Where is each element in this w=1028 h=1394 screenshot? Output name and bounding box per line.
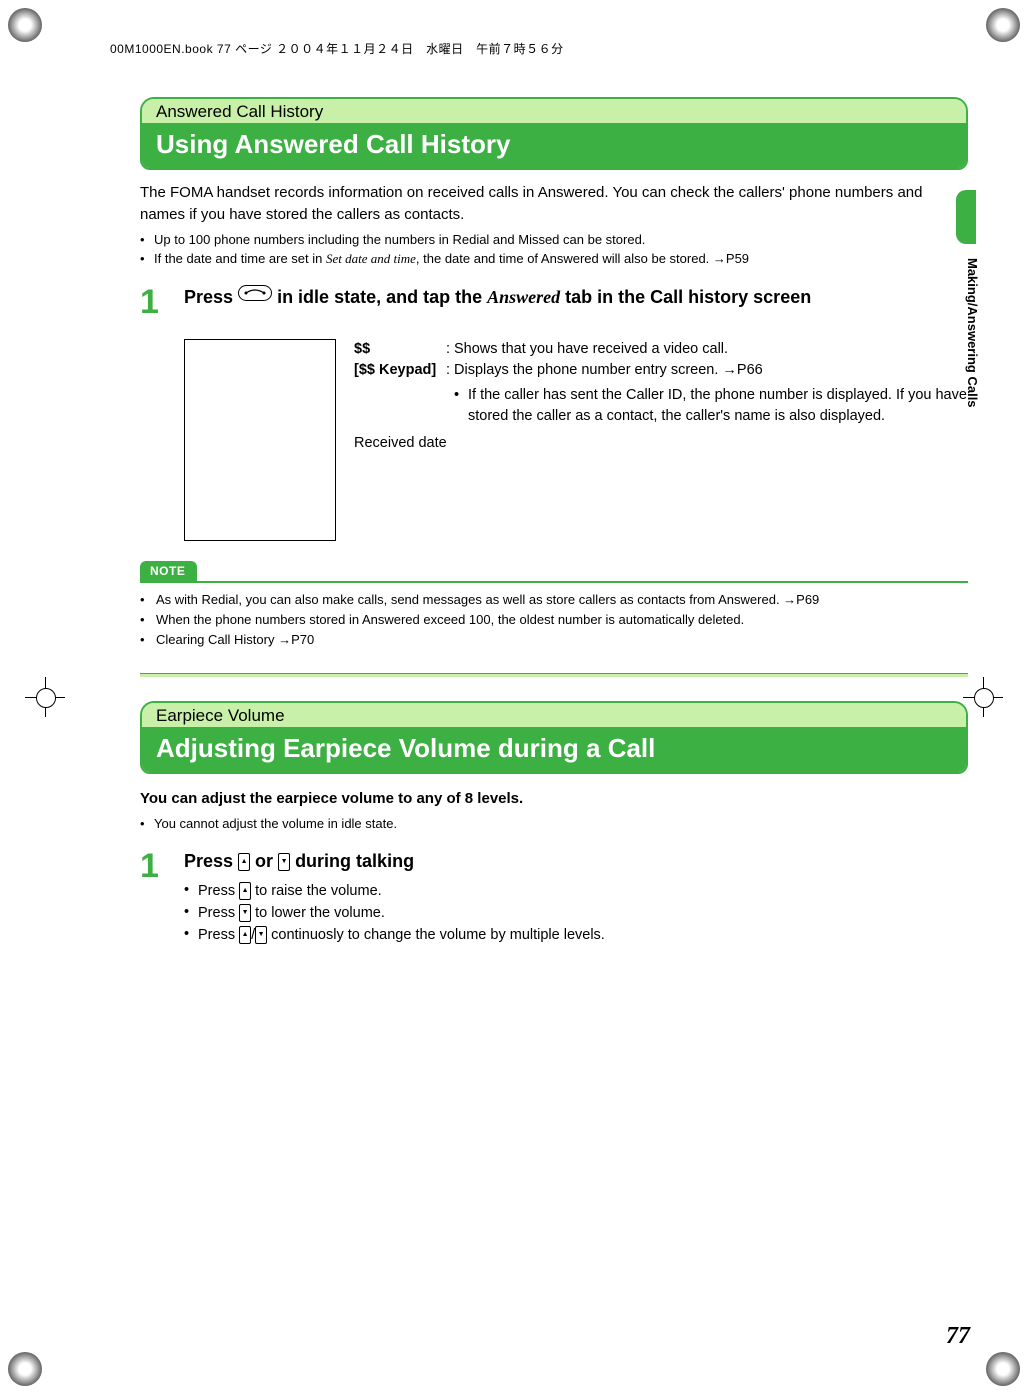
section-divider: [140, 673, 968, 677]
volume-up-icon: ▲: [239, 926, 251, 944]
step-title: Press ▲ or ▼ during talking: [184, 849, 968, 874]
step-number: 1: [140, 849, 184, 944]
step-detail: $$ : Shows that you have received a vide…: [184, 339, 968, 541]
screen-placeholder: [184, 339, 336, 541]
intro-text: The FOMA handset records information on …: [140, 182, 968, 226]
crop-mark-tl: [8, 8, 42, 42]
intro-bullet-2: •You cannot adjust the volume in idle st…: [140, 816, 968, 831]
step-title: Press in idle state, and tap the Answere…: [184, 285, 968, 311]
crop-mark-bl: [8, 1352, 42, 1386]
caller-id-note: If the caller has sent the Caller ID, th…: [468, 385, 968, 427]
note-text: Clearing Call History →P70: [156, 631, 314, 649]
volume-up-icon: ▲: [239, 882, 251, 900]
step-number: 1: [140, 285, 184, 319]
intro-bullets: •Up to 100 phone numbers including the n…: [140, 232, 968, 267]
section-subtitle: Answered Call History: [142, 99, 966, 123]
bullet-text: Up to 100 phone numbers including the nu…: [154, 232, 645, 247]
registration-mark-left: [25, 677, 65, 717]
section-header-earpiece: Earpiece Volume Adjusting Earpiece Volum…: [140, 701, 968, 774]
vol-bullet: Press ▲/▼ continuosly to change the volu…: [198, 926, 605, 944]
section-title: Adjusting Earpiece Volume during a Call: [142, 727, 966, 772]
step-1: 1 Press in idle state, and tap the Answe…: [140, 285, 968, 319]
note-text: When the phone numbers stored in Answere…: [156, 611, 744, 629]
side-tab-indicator: [956, 190, 976, 244]
crop-mark-br: [986, 1352, 1020, 1386]
book-header: 00M1000EN.book 77 ページ ２００４年１１月２４日 水曜日 午前…: [110, 40, 968, 57]
bullet-text: If the date and time are set in Set date…: [154, 251, 749, 267]
section-title: Using Answered Call History: [142, 123, 966, 168]
note-label: NOTE: [140, 561, 197, 581]
keypad-body: Displays the phone number entry screen. …: [454, 360, 968, 381]
dollar-body: Shows that you have received a video cal…: [454, 339, 968, 360]
keypad-label: [$$ Keypad]: [354, 360, 442, 381]
page-number: 77: [946, 1323, 970, 1350]
step-1-vol: 1 Press ▲ or ▼ during talking •Press ▲ t…: [140, 849, 968, 944]
side-chapter-label: Making/Answering Calls: [965, 258, 980, 408]
section-header-answered: Answered Call History Using Answered Cal…: [140, 97, 968, 170]
volume-down-icon: ▼: [278, 853, 290, 871]
note-body: •As with Redial, you can also make calls…: [140, 581, 968, 650]
vol-bullet: Press ▼ to lower the volume.: [198, 904, 385, 922]
note-text: As with Redial, you can also make calls,…: [156, 591, 819, 609]
crop-mark-tr: [986, 8, 1020, 42]
intro-text-2: You can adjust the earpiece volume to an…: [140, 788, 968, 810]
received-date-label: Received date: [354, 433, 968, 454]
call-key-icon: [238, 285, 272, 310]
bullet-text: You cannot adjust the volume in idle sta…: [154, 816, 397, 831]
volume-down-icon: ▼: [255, 926, 267, 944]
volume-up-icon: ▲: [238, 853, 250, 871]
registration-mark-right: [963, 677, 1003, 717]
section-subtitle: Earpiece Volume: [142, 703, 966, 727]
volume-down-icon: ▼: [239, 904, 251, 922]
vol-bullet: Press ▲ to raise the volume.: [198, 882, 382, 900]
dollar-label: $$: [354, 339, 442, 360]
